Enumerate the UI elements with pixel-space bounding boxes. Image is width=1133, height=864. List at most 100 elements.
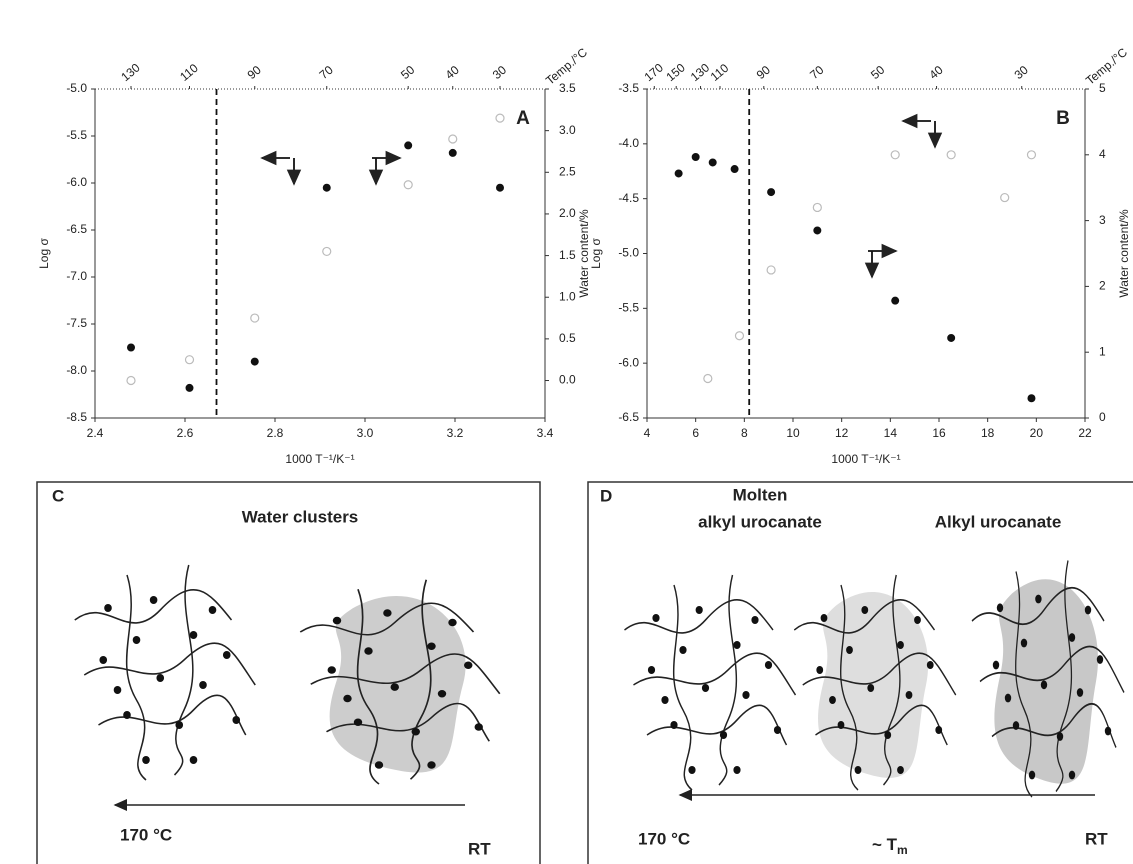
y2-tick-label: 5 [1099,81,1106,95]
y-tick-label: -5.5 [618,301,639,315]
x-tick-label: 18 [981,426,995,440]
panel-title: Water clusters [242,507,359,526]
x2-tick-label: 50 [868,63,887,83]
y2-tick-label: 1 [1099,344,1106,358]
data-point [691,152,700,161]
x-axis-label: 1000 T⁻¹/K⁻¹ [831,452,900,466]
panel-title: alkyl urocanate [698,512,822,531]
y2-tick-label: 3.5 [559,81,576,95]
data-point [403,180,413,190]
temperature-label: ~ Tm [872,835,908,857]
x-tick-label: 4 [644,426,651,440]
data-point [890,150,900,160]
data-point [126,375,136,386]
x-tick-label: 2.4 [87,426,104,440]
x-tick-label: 8 [741,426,748,440]
data-point [184,355,195,365]
y-tick-label: -3.5 [618,81,639,95]
y2-tick-label: 3 [1099,213,1106,227]
y-tick-label: -7.0 [66,269,87,283]
y2-tick-label: 0.5 [559,331,576,345]
data-point [813,226,822,235]
x2-tick-label: 150 [663,60,688,84]
y2-tick-label: 3.0 [559,123,576,137]
x-tick-label: 10 [786,426,800,440]
cluster [623,574,797,791]
water-cluster [818,592,929,778]
data-point [495,113,505,123]
temperature-label: RT [468,839,491,858]
temperature-label: RT [1085,829,1108,848]
data-point [127,343,135,352]
data-point [674,169,683,178]
y-tick-label: -7.5 [66,316,87,330]
x2-tick-label: 110 [177,61,201,84]
y-axis-label: Log σ [37,238,51,269]
y2-tick-label: 1.0 [559,289,576,303]
x2-tick-label: 90 [754,63,773,83]
y2-tick-label: 2.5 [559,164,576,178]
x-axis-label: 1000 T⁻¹/K⁻¹ [285,452,354,466]
panel-d-frame [587,481,1133,864]
x2-tick-label: 90 [245,63,264,83]
data-point [708,158,717,167]
y-axis-label: Log σ [589,238,603,269]
x2-axis-label: Temp./°C [1083,45,1130,88]
y-tick-label: -8.0 [66,363,87,377]
x-tick-label: 16 [932,426,946,440]
cluster [73,564,257,781]
data-point [946,150,956,160]
temperature-label: 170 °C [638,829,690,848]
x2-tick-label: 40 [443,63,462,83]
data-point [767,188,776,197]
data-point [448,148,457,157]
data-point [703,373,713,384]
x-tick-label: 3.2 [447,426,464,440]
tm-subscript: m [897,843,908,857]
panel-title: Alkyl urocanate [935,512,1062,531]
y-tick-label: -4.0 [618,136,639,150]
x2-tick-label: 30 [490,63,509,83]
data-point [734,331,745,341]
y-tick-label: -6.5 [66,222,87,236]
x2-tick-label: 70 [317,63,336,83]
x-tick-label: 2.8 [267,426,284,440]
water-cluster [994,579,1098,784]
data-point [322,183,331,192]
data-point [812,202,822,213]
y2-tick-label: 4 [1099,147,1106,161]
data-point [250,357,259,366]
x-tick-label: 14 [884,426,898,440]
y2-axis-label: Water content/% [577,209,591,298]
data-point [730,165,739,174]
x-tick-label: 20 [1030,426,1044,440]
panel-letter: B [1056,108,1070,129]
data-point [891,296,900,305]
y-tick-label: -5.0 [66,81,87,95]
y-tick-label: -8.5 [66,410,87,424]
y2-tick-label: 0.0 [559,373,576,387]
x-tick-label: 22 [1078,426,1092,440]
x-tick-label: 2.6 [177,426,194,440]
panel-title: Molten [733,485,788,504]
data-point [766,265,776,275]
x-tick-label: 3.4 [537,426,554,440]
data-point [496,183,504,192]
x-tick-label: 6 [692,426,699,440]
y2-tick-label: 2.0 [559,206,576,220]
x-tick-label: 12 [835,426,849,440]
y-tick-label: -6.0 [66,175,87,189]
y2-tick-label: 0 [1099,410,1106,424]
y2-axis-label: Water content/% [1117,209,1131,298]
y-tick-label: -5.5 [66,128,87,142]
x2-tick-label: 40 [926,63,945,83]
y-tick-label: -6.5 [618,410,639,424]
y-tick-label: -5.0 [618,246,639,260]
x2-tick-label: 170 [642,60,667,84]
x2-tick-label: 110 [708,61,732,84]
data-point [448,134,458,144]
panel-letter: C [52,486,64,505]
x2-tick-label: 50 [398,63,417,83]
